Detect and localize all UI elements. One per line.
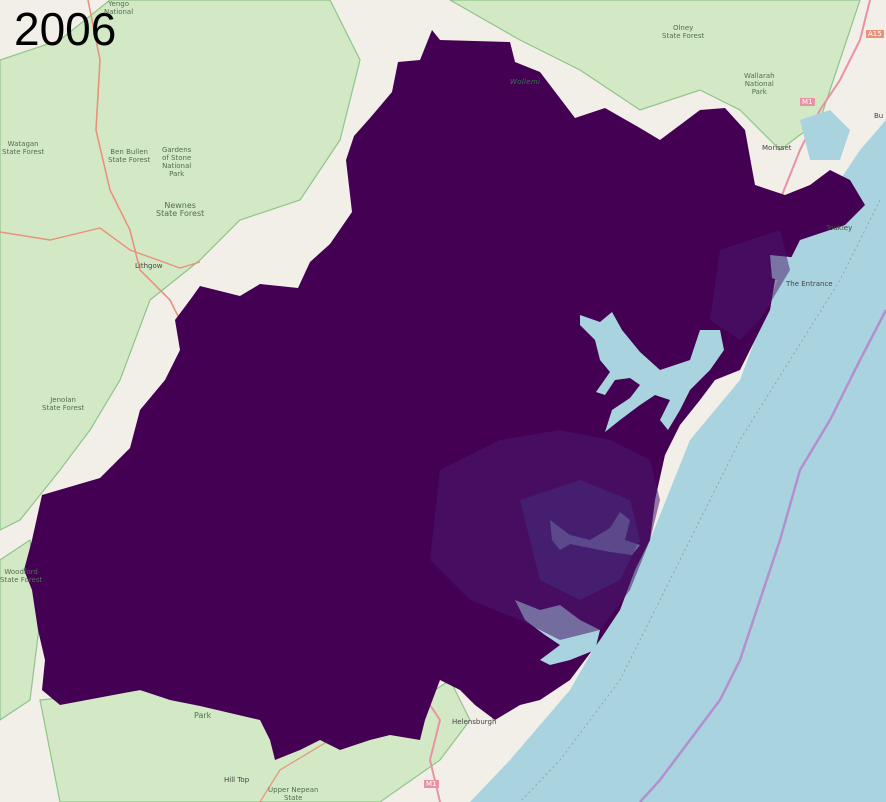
label-m1-north: M1 <box>800 98 815 106</box>
label-watagan: Watagan State Forest <box>2 140 45 156</box>
label-yengo-national: Yengo National <box>104 0 134 16</box>
label-helensburgh: Helensburgh <box>452 718 497 726</box>
label-m1-south: M1 <box>424 780 439 788</box>
road-lithgow <box>0 227 201 269</box>
park-area-west <box>0 0 361 531</box>
label-upper-nepean: Upper Nepean State <box>268 786 319 802</box>
label-ben-bullen: Ben Bullen State Forest <box>108 148 151 164</box>
label-olney-state-forest: Olney State Forest <box>662 24 705 40</box>
label-lithgow: Lithgow <box>135 262 163 270</box>
label-the-entrance: The Entrance <box>786 280 833 288</box>
label-jenolan: Jenolan State Forest <box>42 396 85 412</box>
road-western <box>87 0 186 331</box>
label-hill-top: Hill Top <box>224 776 250 784</box>
label-bu: Bu <box>874 112 884 120</box>
label-gardens-of-stone: Gardens of Stone National Park <box>162 146 192 178</box>
label-park: Park <box>194 711 212 720</box>
urban-density-core <box>520 480 640 600</box>
label-newnes: Newnes State Forest <box>156 201 205 218</box>
label-toukley: Toukley <box>826 224 853 232</box>
road-motorway-north <box>779 0 871 201</box>
lake-macquarie <box>800 110 850 160</box>
year-label: 2006 <box>14 3 117 55</box>
label-a15: A15 <box>866 30 884 38</box>
territorial-line <box>519 199 881 802</box>
label-woodford: Woodford State Forest <box>0 568 43 584</box>
label-morisset: Morisset <box>762 144 792 152</box>
label-wallarah: Wallarah National Park <box>744 72 775 96</box>
label-wollemi: Wollemi <box>510 78 541 86</box>
park-area-northeast <box>448 0 861 151</box>
urban-density-central-coast <box>710 230 790 340</box>
shipping-line <box>639 309 886 802</box>
region-polygon <box>24 30 865 760</box>
hawkesbury-river <box>580 312 724 432</box>
